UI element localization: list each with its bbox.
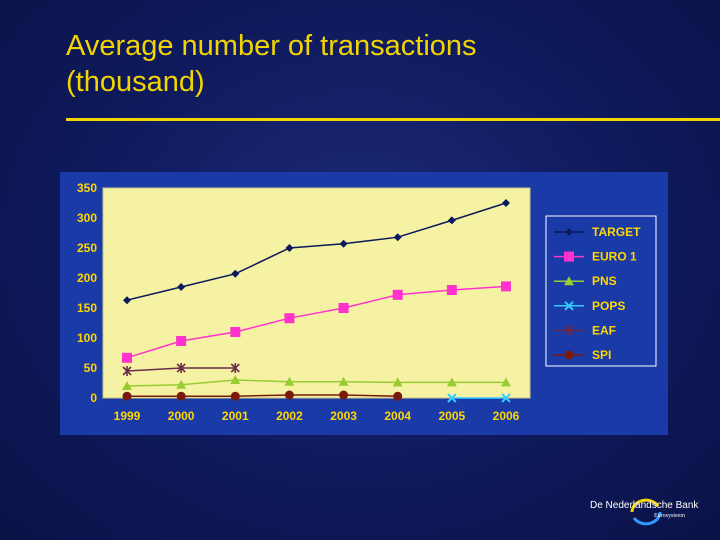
data-point-star — [176, 363, 186, 373]
brand-footer: De Nederlandsche Bank Eurosysteem — [586, 498, 716, 530]
data-point-diamond — [447, 216, 456, 225]
data-point-triangle — [392, 377, 403, 387]
series-line — [126, 379, 506, 387]
y-tick-label: 100 — [77, 331, 97, 345]
y-tick-label: 150 — [77, 301, 97, 315]
x-tick-label: 2006 — [493, 409, 520, 423]
series-pns — [122, 375, 511, 390]
data-point-circle — [230, 391, 240, 401]
data-point-circle — [393, 391, 403, 401]
data-point-square — [176, 336, 187, 346]
line-chart: 0 50 100 150 200 250 300 350 1999 2000 2001 2002 200… — [77, 181, 657, 423]
x-tick-label: 2004 — [384, 409, 411, 423]
legend-box — [545, 215, 657, 367]
data-point-square — [392, 289, 403, 300]
legend: TARGET EURO 1 PNS POPS EAF SPI — [545, 215, 657, 367]
data-point-diamond — [231, 269, 240, 278]
title-underline — [66, 118, 720, 121]
data-point-diamond — [393, 233, 402, 242]
legend-label: PNS — [592, 274, 617, 288]
y-tick-label: 350 — [77, 181, 97, 195]
data-point-triangle — [338, 376, 349, 386]
data-point-circle — [339, 390, 349, 400]
x-tick-label: 1999 — [114, 409, 141, 423]
brand-name: De Nederlandsche Bank — [590, 500, 699, 511]
y-tick-label: 200 — [77, 271, 97, 285]
x-tick-label: 2005 — [439, 409, 466, 423]
data-point-diamond — [339, 239, 348, 248]
y-tick-label: 300 — [77, 211, 97, 225]
slide-title-line2: (thousand) — [66, 66, 205, 98]
data-point-diamond — [565, 228, 573, 236]
slide-title: Average number of transactions (thousand… — [66, 28, 666, 100]
data-point-triangle — [122, 381, 132, 390]
data-point-triangle — [446, 377, 457, 387]
series-line — [126, 285, 507, 359]
data-point-square — [501, 281, 511, 292]
chart-panel: 0 50 100 150 200 250 300 350 1999 2000 2001 2002 200… — [60, 172, 668, 435]
data-point-circle — [564, 350, 574, 360]
axes-layer: 0 50 100 150 200 250 300 350 1999 2000 2001 2002 200… — [77, 181, 520, 423]
data-point-diamond — [123, 296, 131, 305]
data-point-star — [122, 366, 132, 376]
series-eaf — [122, 363, 240, 376]
y-tick-label: 50 — [84, 361, 98, 375]
data-point-circle — [122, 391, 132, 401]
legend-label: TARGET — [592, 225, 641, 239]
data-point-x — [447, 393, 457, 403]
data-point-circle — [284, 390, 294, 400]
x-tick-label: 2001 — [222, 409, 249, 423]
legend-label: SPI — [592, 348, 611, 362]
data-point-triangle — [564, 276, 574, 286]
brand-subtitle: Eurosysteem — [654, 513, 685, 519]
data-point-square — [446, 285, 457, 295]
data-point-x — [564, 301, 574, 311]
data-point-star — [230, 363, 240, 373]
series-layer — [122, 199, 511, 403]
y-tick-label: 250 — [77, 241, 97, 255]
data-point-triangle — [230, 375, 241, 384]
series-line — [127, 394, 398, 397]
legend-label: EAF — [592, 323, 616, 337]
data-point-square — [338, 303, 349, 313]
data-point-circle — [176, 391, 186, 401]
data-point-diamond — [177, 283, 186, 291]
data-point-diamond — [502, 199, 510, 207]
slide-title-line1: Average number of transactions — [66, 30, 477, 62]
series-pops — [447, 393, 511, 403]
data-point-triangle — [284, 376, 295, 386]
data-point-triangle — [176, 379, 187, 389]
data-point-square — [122, 352, 132, 363]
legend-label: POPS — [592, 299, 625, 313]
x-tick-label: 2003 — [330, 409, 357, 423]
y-tick-label: 0 — [90, 391, 97, 405]
data-point-square — [284, 313, 295, 324]
data-point-triangle — [501, 377, 511, 387]
legend-label: EURO 1 — [592, 250, 637, 264]
plot-area — [102, 187, 531, 399]
series-line — [126, 202, 507, 301]
x-tick-label: 2002 — [276, 409, 303, 423]
data-point-diamond — [285, 244, 294, 252]
series-spi — [122, 390, 403, 401]
data-point-square — [564, 251, 574, 262]
data-point-x — [501, 393, 511, 403]
series-euro-1 — [122, 281, 511, 363]
series-target — [123, 199, 510, 305]
x-tick-label: 2000 — [168, 409, 195, 423]
data-point-square — [230, 327, 241, 337]
data-point-star — [564, 325, 574, 336]
dnb-swirl-logo-icon — [630, 498, 662, 526]
